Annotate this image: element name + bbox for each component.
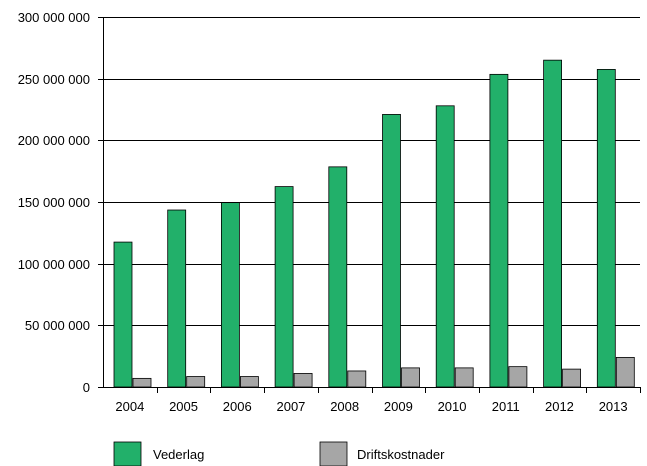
bar-vederlag-2013 [596, 69, 616, 388]
y-tick-label: 150 000 000 [18, 195, 90, 210]
y-tick-label: 200 000 000 [18, 133, 90, 148]
x-tick-label: 2008 [330, 399, 359, 414]
bar-driftskostnader-2010 [454, 367, 474, 388]
x-tick-label: 2010 [438, 399, 467, 414]
y-tick-label: 300 000 000 [18, 10, 90, 25]
y-tick-label: 250 000 000 [18, 72, 90, 87]
bar-driftskostnader-2009 [401, 367, 420, 388]
legend-swatch-vederlag [113, 441, 142, 466]
bar-vederlag-2011 [489, 73, 509, 388]
x-tick-label: 2006 [223, 399, 252, 414]
axes [103, 17, 640, 388]
bar-driftskostnader-2012 [562, 368, 581, 388]
x-axis-ticks: 2004 2005 2006 2007 2008 2009 2010 2011 2012 2013 [115, 387, 641, 414]
bar-vederlag-2007 [274, 186, 294, 388]
x-tick-label: 2005 [169, 399, 198, 414]
bar-vederlag-2008 [328, 166, 348, 388]
legend-label-vederlag: Vederlag [153, 447, 204, 462]
x-tick-label: 2013 [599, 399, 628, 414]
bars [113, 59, 635, 388]
bar-vederlag-2009 [382, 114, 401, 388]
bar-vederlag-2006 [220, 202, 240, 388]
bar-driftskostnader-2006 [239, 376, 259, 388]
bar-driftskostnader-2013 [615, 356, 635, 388]
x-tick-label: 2007 [276, 399, 305, 414]
y-tick-label: 100 000 000 [18, 257, 90, 272]
legend: Vederlag Driftskostnader [113, 441, 445, 466]
bar-driftskostnader-2008 [347, 370, 367, 388]
bar-vederlag-2012 [543, 59, 562, 388]
legend-label-driftskostnader: Driftskostnader [357, 447, 445, 462]
bar-driftskostnader-2004 [132, 377, 152, 388]
bar-vederlag-2010 [435, 105, 455, 388]
bar-driftskostnader-2005 [186, 376, 206, 388]
legend-swatch-driftskostnader [319, 441, 348, 466]
x-tick-label: 2011 [492, 399, 520, 414]
x-tick-label: 2004 [115, 399, 144, 414]
bar-driftskostnader-2011 [508, 366, 528, 388]
y-tick-label: 0 [83, 380, 90, 395]
bar-vederlag-2004 [113, 241, 133, 388]
x-tick-label: 2012 [545, 399, 574, 414]
bar-vederlag-2005 [167, 209, 187, 388]
bar-driftskostnader-2007 [293, 373, 313, 388]
y-tick-label: 50 000 000 [25, 318, 90, 333]
x-tick-label: 2009 [384, 399, 413, 414]
y-axis-ticks: 0 50 000 000 100 000 000 150 000 000 200 000… [18, 10, 103, 395]
